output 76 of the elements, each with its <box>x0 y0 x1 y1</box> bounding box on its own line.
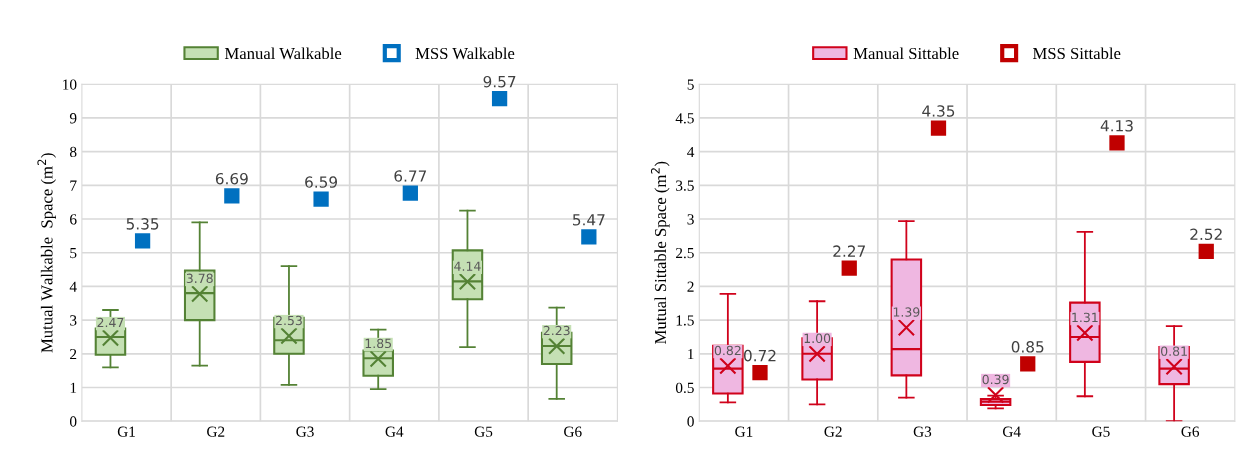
x-tick-label: G2 <box>824 426 842 437</box>
data-label: 6.77 <box>394 170 427 182</box>
text: 2.23 <box>543 325 570 336</box>
y-tick-label: 5 <box>70 248 77 259</box>
text: 1.31 <box>1072 312 1098 323</box>
data-label: 2.27 <box>833 245 865 257</box>
y-tick-label: 10 <box>63 79 77 90</box>
data-label: 4.13 <box>1100 120 1133 132</box>
y-tick-label: 4.5 <box>675 113 694 124</box>
x-tick-label: G6 <box>564 426 582 437</box>
legend-label: Manual Sittable <box>853 47 959 60</box>
y-tick-label: 1.5 <box>676 315 694 326</box>
x-tick-label: G4 <box>1002 426 1021 437</box>
data-label: 9.57 <box>483 75 516 88</box>
data-label: 6.69 <box>215 172 248 185</box>
y-axis-title: Mutual Sittable Space (m$^{2}$) <box>650 161 670 344</box>
data-label: 5.35 <box>126 218 159 230</box>
point <box>1020 356 1036 372</box>
text: 2.47 <box>97 317 124 328</box>
text: 0.82 <box>714 345 741 356</box>
y-tick-label: 7 <box>70 180 77 191</box>
y-tick-label: 0.5 <box>675 382 694 394</box>
data-label: 6.59 <box>305 176 338 188</box>
y-tick-label: 9 <box>69 113 77 124</box>
y-tick-label: 1 <box>70 382 77 393</box>
text: 2.53 <box>275 315 302 326</box>
point <box>402 185 418 201</box>
data-label: 0.72 <box>743 349 776 362</box>
x-tick-label: G3 <box>296 426 314 437</box>
x-tick-label: G4 <box>385 426 404 437</box>
text: 1.00 <box>804 333 831 344</box>
data-label: 4.35 <box>922 105 955 117</box>
y-tick-label: 0 <box>687 416 694 427</box>
y-tick-label: 3 <box>70 315 77 326</box>
point <box>491 91 508 107</box>
y-tick-label: 3 <box>687 214 694 225</box>
text: 0.81 <box>1161 346 1187 356</box>
x-tick-label: G5 <box>1092 426 1110 437</box>
legend-label: Manual Walkable <box>224 47 342 60</box>
point <box>581 229 597 245</box>
point <box>313 191 329 207</box>
point <box>1198 243 1214 260</box>
y-tick-label: 8 <box>69 146 77 158</box>
legend-label: MSS Walkable <box>415 47 515 60</box>
y-tick-label: 2 <box>70 348 77 360</box>
y-tick-label: 0 <box>69 416 77 427</box>
y-tick-label: 6 <box>70 214 77 225</box>
data-label: 0.85 <box>1011 341 1044 353</box>
point <box>134 233 151 249</box>
y-tick-label: 4 <box>69 281 77 292</box>
x-tick-label: G3 <box>913 426 932 437</box>
x-tick-label: G6 <box>1181 426 1200 437</box>
point <box>841 260 857 276</box>
y-axis-title: Mutual Walkable Space (m$^{2}$) <box>37 153 56 353</box>
text: 0.39 <box>982 374 1009 385</box>
y-tick-label: 2 <box>687 281 694 292</box>
x-tick-label: G1 <box>117 426 135 437</box>
point <box>930 120 947 136</box>
text: 4.14 <box>454 261 481 271</box>
point <box>224 188 240 204</box>
x-tick-label: G5 <box>474 426 493 437</box>
legend-label: MSS Sittable <box>1032 47 1121 60</box>
y-tick-label: 5 <box>687 79 694 90</box>
y-tick-label: 3.5 <box>676 180 694 191</box>
y-tick-label: 4 <box>687 146 695 157</box>
x-tick-label: G2 <box>207 426 225 437</box>
text: 1.85 <box>365 338 392 349</box>
point <box>1109 135 1125 151</box>
data-label: 5.47 <box>573 214 605 226</box>
data-label: 2.52 <box>1190 228 1222 241</box>
y-tick-label: 1 <box>688 349 694 360</box>
text: 1.39 <box>893 307 920 317</box>
x-tick-label: G1 <box>735 426 753 437</box>
text: 3.78 <box>186 273 213 284</box>
point <box>752 365 768 381</box>
y-tick-label: 2.5 <box>676 247 694 259</box>
